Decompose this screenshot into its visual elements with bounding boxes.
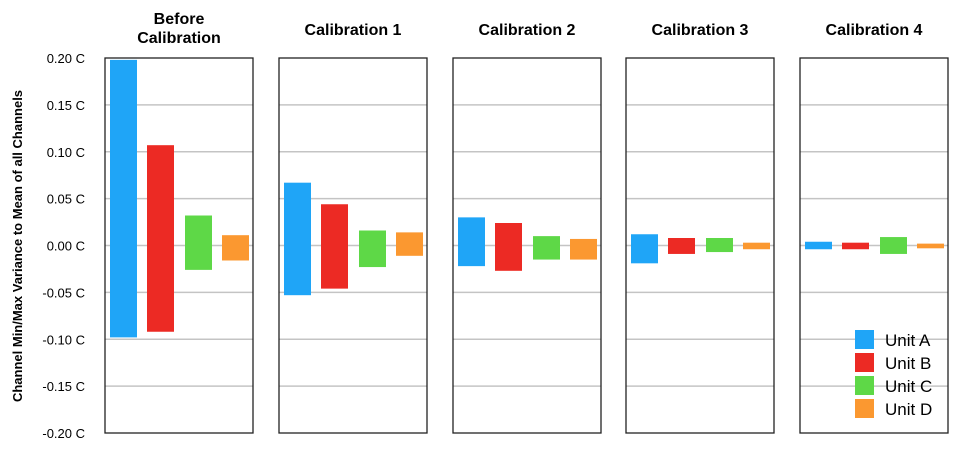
panel-frame	[104, 57, 254, 434]
bar-unit-b	[842, 242, 869, 250]
bar-unit-c	[359, 230, 386, 268]
bar-unit-d	[917, 243, 944, 249]
panel-frame	[278, 57, 428, 434]
bar-unit-b	[495, 223, 522, 271]
bar-unit-c	[185, 215, 212, 270]
y-tick-label: 0.00 C	[47, 239, 85, 254]
bar-unit-a	[631, 234, 658, 264]
bar-unit-d	[570, 238, 597, 260]
y-axis-title: Channel Min/Max Variance to Mean of all …	[10, 90, 25, 402]
y-tick-label: 0.05 C	[47, 192, 85, 207]
bar-unit-c	[533, 236, 560, 260]
panel-frame	[625, 57, 775, 434]
bar-unit-a	[284, 182, 311, 296]
y-tick-label: -0.05 C	[42, 285, 85, 300]
legend-label: Unit A	[885, 331, 931, 350]
panel-title: Before	[154, 11, 205, 28]
legend-swatch	[855, 353, 874, 372]
bar-unit-a	[805, 241, 832, 250]
bar-unit-b	[147, 145, 174, 332]
panel-title: Calibration 4	[826, 22, 923, 39]
y-tick-label: 0.20 C	[47, 51, 85, 66]
bar-unit-d	[222, 235, 249, 261]
bar-unit-d	[396, 232, 423, 256]
bar-unit-b	[321, 204, 348, 289]
y-tick-label: 0.15 C	[47, 98, 85, 113]
legend-label: Unit B	[885, 354, 931, 373]
bar-unit-c	[880, 237, 907, 254]
legend-swatch	[855, 376, 874, 395]
y-tick-label: -0.10 C	[42, 332, 85, 347]
y-tick-label: 0.10 C	[47, 145, 85, 160]
panel-frame	[452, 57, 602, 434]
panel-title: Calibration	[137, 30, 221, 47]
y-tick-label: -0.20 C	[42, 426, 85, 441]
bar-unit-b	[668, 238, 695, 254]
y-tick-label: -0.15 C	[42, 379, 85, 394]
bar-unit-a	[110, 59, 137, 338]
panel-title: Calibration 1	[305, 22, 402, 39]
legend-swatch	[855, 330, 874, 349]
legend-swatch	[855, 399, 874, 418]
legend-label: Unit D	[885, 400, 932, 419]
panel-title: Calibration 3	[652, 22, 749, 39]
legend-label: Unit C	[885, 377, 932, 396]
panel-title: Calibration 2	[479, 22, 576, 39]
bar-unit-d	[743, 242, 770, 250]
panel-frame	[799, 57, 949, 434]
bar-unit-a	[458, 217, 485, 267]
bar-unit-c	[706, 238, 733, 253]
